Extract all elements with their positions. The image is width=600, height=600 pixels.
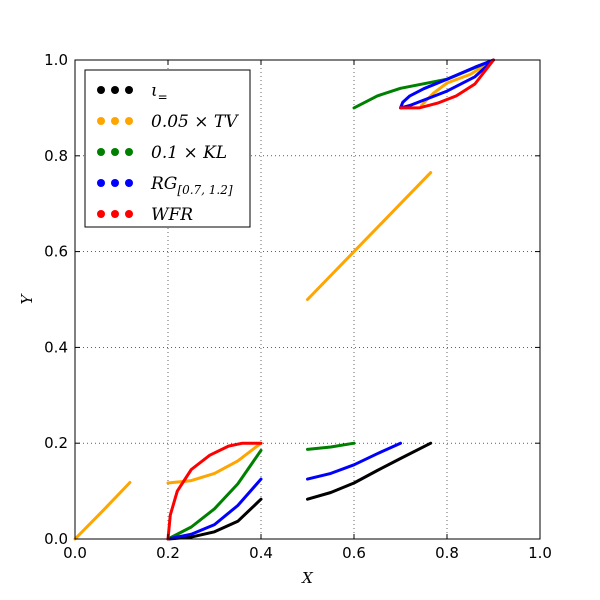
- legend-marker: [111, 210, 119, 218]
- y-tick-label: 0.2: [44, 434, 68, 452]
- legend-marker: [111, 117, 119, 125]
- series-4-segment: [399, 58, 495, 110]
- series-2-segment: [306, 441, 356, 451]
- y-tick-label: 1.0: [44, 51, 68, 69]
- y-axis-label: Y: [18, 292, 36, 304]
- legend-marker: [111, 179, 119, 187]
- series-3-segment: [306, 441, 402, 481]
- legend-label-subscript: [0.7, 1.2]: [177, 183, 232, 197]
- legend-label: WFR: [151, 205, 193, 225]
- legend-marker: [97, 179, 105, 187]
- series-4-segment: [166, 441, 263, 541]
- legend-label: ι=: [151, 81, 168, 104]
- grid-lines: [75, 60, 540, 539]
- series-1-segment: [306, 171, 433, 301]
- legend-marker: [111, 86, 119, 94]
- legend-marker: [125, 179, 133, 187]
- y-tick-label: 0.6: [44, 243, 68, 261]
- series-3-segment: [166, 477, 263, 541]
- legend-label-subscript: =: [158, 90, 168, 104]
- x-tick-label: 0.2: [156, 544, 180, 562]
- legend-label-main: ι: [151, 81, 158, 101]
- plot-area-frame: [74, 59, 541, 540]
- x-axis-label: X: [301, 569, 314, 587]
- y-tick-label: 0.4: [44, 338, 68, 356]
- legend-marker: [125, 148, 133, 156]
- legend-label: 0.1 × KL: [151, 143, 227, 163]
- legend-marker: [111, 148, 119, 156]
- legend-label-main: RG: [150, 174, 177, 194]
- y-tick-label: 0.0: [44, 530, 68, 548]
- legend-box: [84, 69, 251, 228]
- legend-marker: [97, 86, 105, 94]
- legend-marker: [125, 210, 133, 218]
- legend: ι= 0.05 × TV 0.1 × KL RG[0.7, 1.2] WFR: [84, 69, 251, 228]
- legend-label-main: 0.05 × TV: [151, 112, 239, 132]
- series-1-segment: [73, 481, 132, 541]
- legend-marker: [125, 86, 133, 94]
- series-3-segment: [399, 58, 495, 110]
- y-tick-label: 0.8: [44, 147, 68, 165]
- legend-marker: [125, 117, 133, 125]
- x-tick-label: 0.0: [63, 544, 87, 562]
- legend-label: RG[0.7, 1.2]: [150, 174, 233, 197]
- data-series: [73, 58, 495, 541]
- legend-label-main: WFR: [151, 205, 193, 225]
- legend-marker: [97, 148, 105, 156]
- legend-label: 0.05 × TV: [151, 112, 239, 132]
- x-tick-label: 0.4: [249, 544, 273, 562]
- x-tick-label: 0.6: [342, 544, 366, 562]
- x-tick-label: 0.8: [435, 544, 459, 562]
- legend-marker: [97, 117, 105, 125]
- x-tick-label: 1.0: [528, 544, 552, 562]
- series-0-segment: [166, 497, 263, 541]
- legend-label-main: 0.1 × KL: [151, 143, 227, 163]
- series-0-segment: [306, 441, 433, 501]
- legend-marker: [97, 210, 105, 218]
- axis-ticks: 0.0 0.2 0.4 0.6 0.8 1.0 0.0 0.2 0.4 0.6 0.8 1.0: [44, 51, 552, 562]
- series-2-segment: [166, 448, 263, 541]
